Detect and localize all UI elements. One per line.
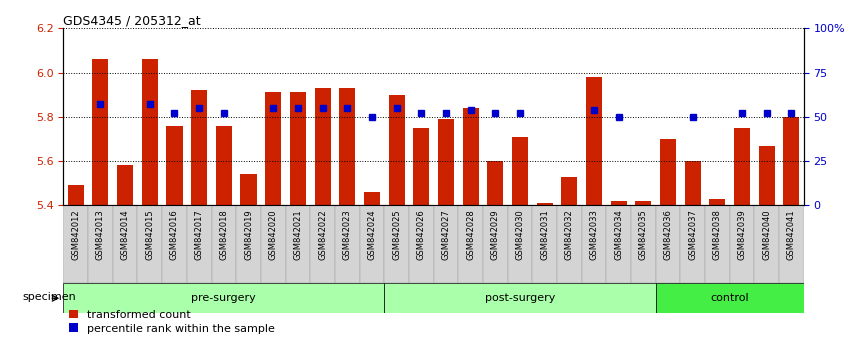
Bar: [586, 77, 602, 205]
FancyBboxPatch shape: [162, 205, 187, 283]
Text: post-surgery: post-surgery: [485, 293, 555, 303]
Text: GSM842037: GSM842037: [688, 209, 697, 260]
Bar: [438, 119, 454, 205]
FancyBboxPatch shape: [236, 205, 261, 283]
Text: GSM842025: GSM842025: [392, 209, 401, 260]
FancyBboxPatch shape: [360, 205, 384, 283]
Bar: [167, 126, 183, 205]
FancyBboxPatch shape: [261, 205, 285, 283]
Bar: [783, 117, 799, 205]
Text: GSM842030: GSM842030: [515, 209, 525, 260]
FancyBboxPatch shape: [310, 205, 335, 283]
FancyBboxPatch shape: [705, 205, 729, 283]
FancyBboxPatch shape: [631, 205, 656, 283]
Text: control: control: [711, 293, 749, 303]
Bar: [413, 128, 429, 205]
Bar: [290, 92, 306, 205]
FancyBboxPatch shape: [508, 205, 532, 283]
Bar: [611, 201, 627, 205]
FancyBboxPatch shape: [779, 205, 804, 283]
Bar: [117, 166, 133, 205]
FancyBboxPatch shape: [656, 205, 680, 283]
FancyBboxPatch shape: [409, 205, 433, 283]
Bar: [487, 161, 503, 205]
FancyBboxPatch shape: [335, 205, 360, 283]
Text: GSM842036: GSM842036: [663, 209, 673, 260]
Bar: [709, 199, 725, 205]
FancyBboxPatch shape: [384, 205, 409, 283]
Text: GSM842027: GSM842027: [442, 209, 450, 260]
Text: GSM842039: GSM842039: [738, 209, 746, 260]
FancyBboxPatch shape: [285, 205, 310, 283]
Bar: [660, 139, 676, 205]
FancyBboxPatch shape: [88, 205, 113, 283]
Bar: [734, 128, 750, 205]
Text: GSM842026: GSM842026: [417, 209, 426, 260]
FancyBboxPatch shape: [187, 205, 212, 283]
Text: GSM842016: GSM842016: [170, 209, 179, 260]
Text: GSM842017: GSM842017: [195, 209, 204, 260]
Bar: [142, 59, 158, 205]
Text: GSM842014: GSM842014: [121, 209, 129, 260]
Text: GSM842034: GSM842034: [614, 209, 624, 260]
FancyBboxPatch shape: [137, 205, 162, 283]
Text: GSM842032: GSM842032: [565, 209, 574, 260]
FancyBboxPatch shape: [113, 205, 137, 283]
Bar: [339, 88, 355, 205]
Bar: [635, 201, 651, 205]
Text: GSM842035: GSM842035: [639, 209, 648, 260]
FancyBboxPatch shape: [384, 283, 656, 313]
Bar: [92, 59, 108, 205]
Bar: [216, 126, 232, 205]
Text: GSM842015: GSM842015: [146, 209, 154, 260]
FancyBboxPatch shape: [680, 205, 705, 283]
Text: GSM842021: GSM842021: [294, 209, 302, 260]
FancyBboxPatch shape: [433, 205, 459, 283]
Text: GSM842013: GSM842013: [96, 209, 105, 260]
FancyBboxPatch shape: [729, 205, 755, 283]
Text: GSM842029: GSM842029: [491, 209, 500, 260]
Text: GSM842031: GSM842031: [540, 209, 549, 260]
Text: pre-surgery: pre-surgery: [191, 293, 256, 303]
Bar: [191, 90, 207, 205]
Text: GSM842038: GSM842038: [713, 209, 722, 260]
Bar: [68, 185, 84, 205]
Text: GSM842028: GSM842028: [466, 209, 475, 260]
Bar: [265, 92, 281, 205]
Bar: [684, 161, 700, 205]
FancyBboxPatch shape: [532, 205, 557, 283]
FancyBboxPatch shape: [63, 205, 88, 283]
FancyBboxPatch shape: [63, 283, 384, 313]
FancyBboxPatch shape: [656, 283, 804, 313]
Bar: [463, 108, 479, 205]
Bar: [759, 145, 775, 205]
Text: GSM842020: GSM842020: [269, 209, 277, 260]
Text: GSM842018: GSM842018: [219, 209, 228, 260]
Bar: [512, 137, 528, 205]
FancyBboxPatch shape: [557, 205, 581, 283]
Text: GSM842033: GSM842033: [590, 209, 598, 260]
Bar: [561, 177, 577, 205]
Text: GSM842012: GSM842012: [71, 209, 80, 260]
FancyBboxPatch shape: [755, 205, 779, 283]
Text: GSM842022: GSM842022: [318, 209, 327, 260]
Text: GSM842024: GSM842024: [367, 209, 376, 260]
Legend: transformed count, percentile rank within the sample: transformed count, percentile rank withi…: [69, 310, 275, 333]
FancyBboxPatch shape: [581, 205, 607, 283]
Text: GDS4345 / 205312_at: GDS4345 / 205312_at: [63, 14, 201, 27]
FancyBboxPatch shape: [459, 205, 483, 283]
Bar: [364, 192, 380, 205]
Bar: [536, 203, 552, 205]
Text: GSM842023: GSM842023: [343, 209, 352, 260]
Text: GSM842040: GSM842040: [762, 209, 772, 260]
Bar: [240, 175, 256, 205]
Bar: [388, 95, 404, 205]
Text: specimen: specimen: [22, 292, 76, 302]
FancyBboxPatch shape: [607, 205, 631, 283]
FancyBboxPatch shape: [212, 205, 236, 283]
Text: GSM842041: GSM842041: [787, 209, 796, 260]
Text: GSM842019: GSM842019: [244, 209, 253, 260]
FancyBboxPatch shape: [483, 205, 508, 283]
Bar: [315, 88, 331, 205]
